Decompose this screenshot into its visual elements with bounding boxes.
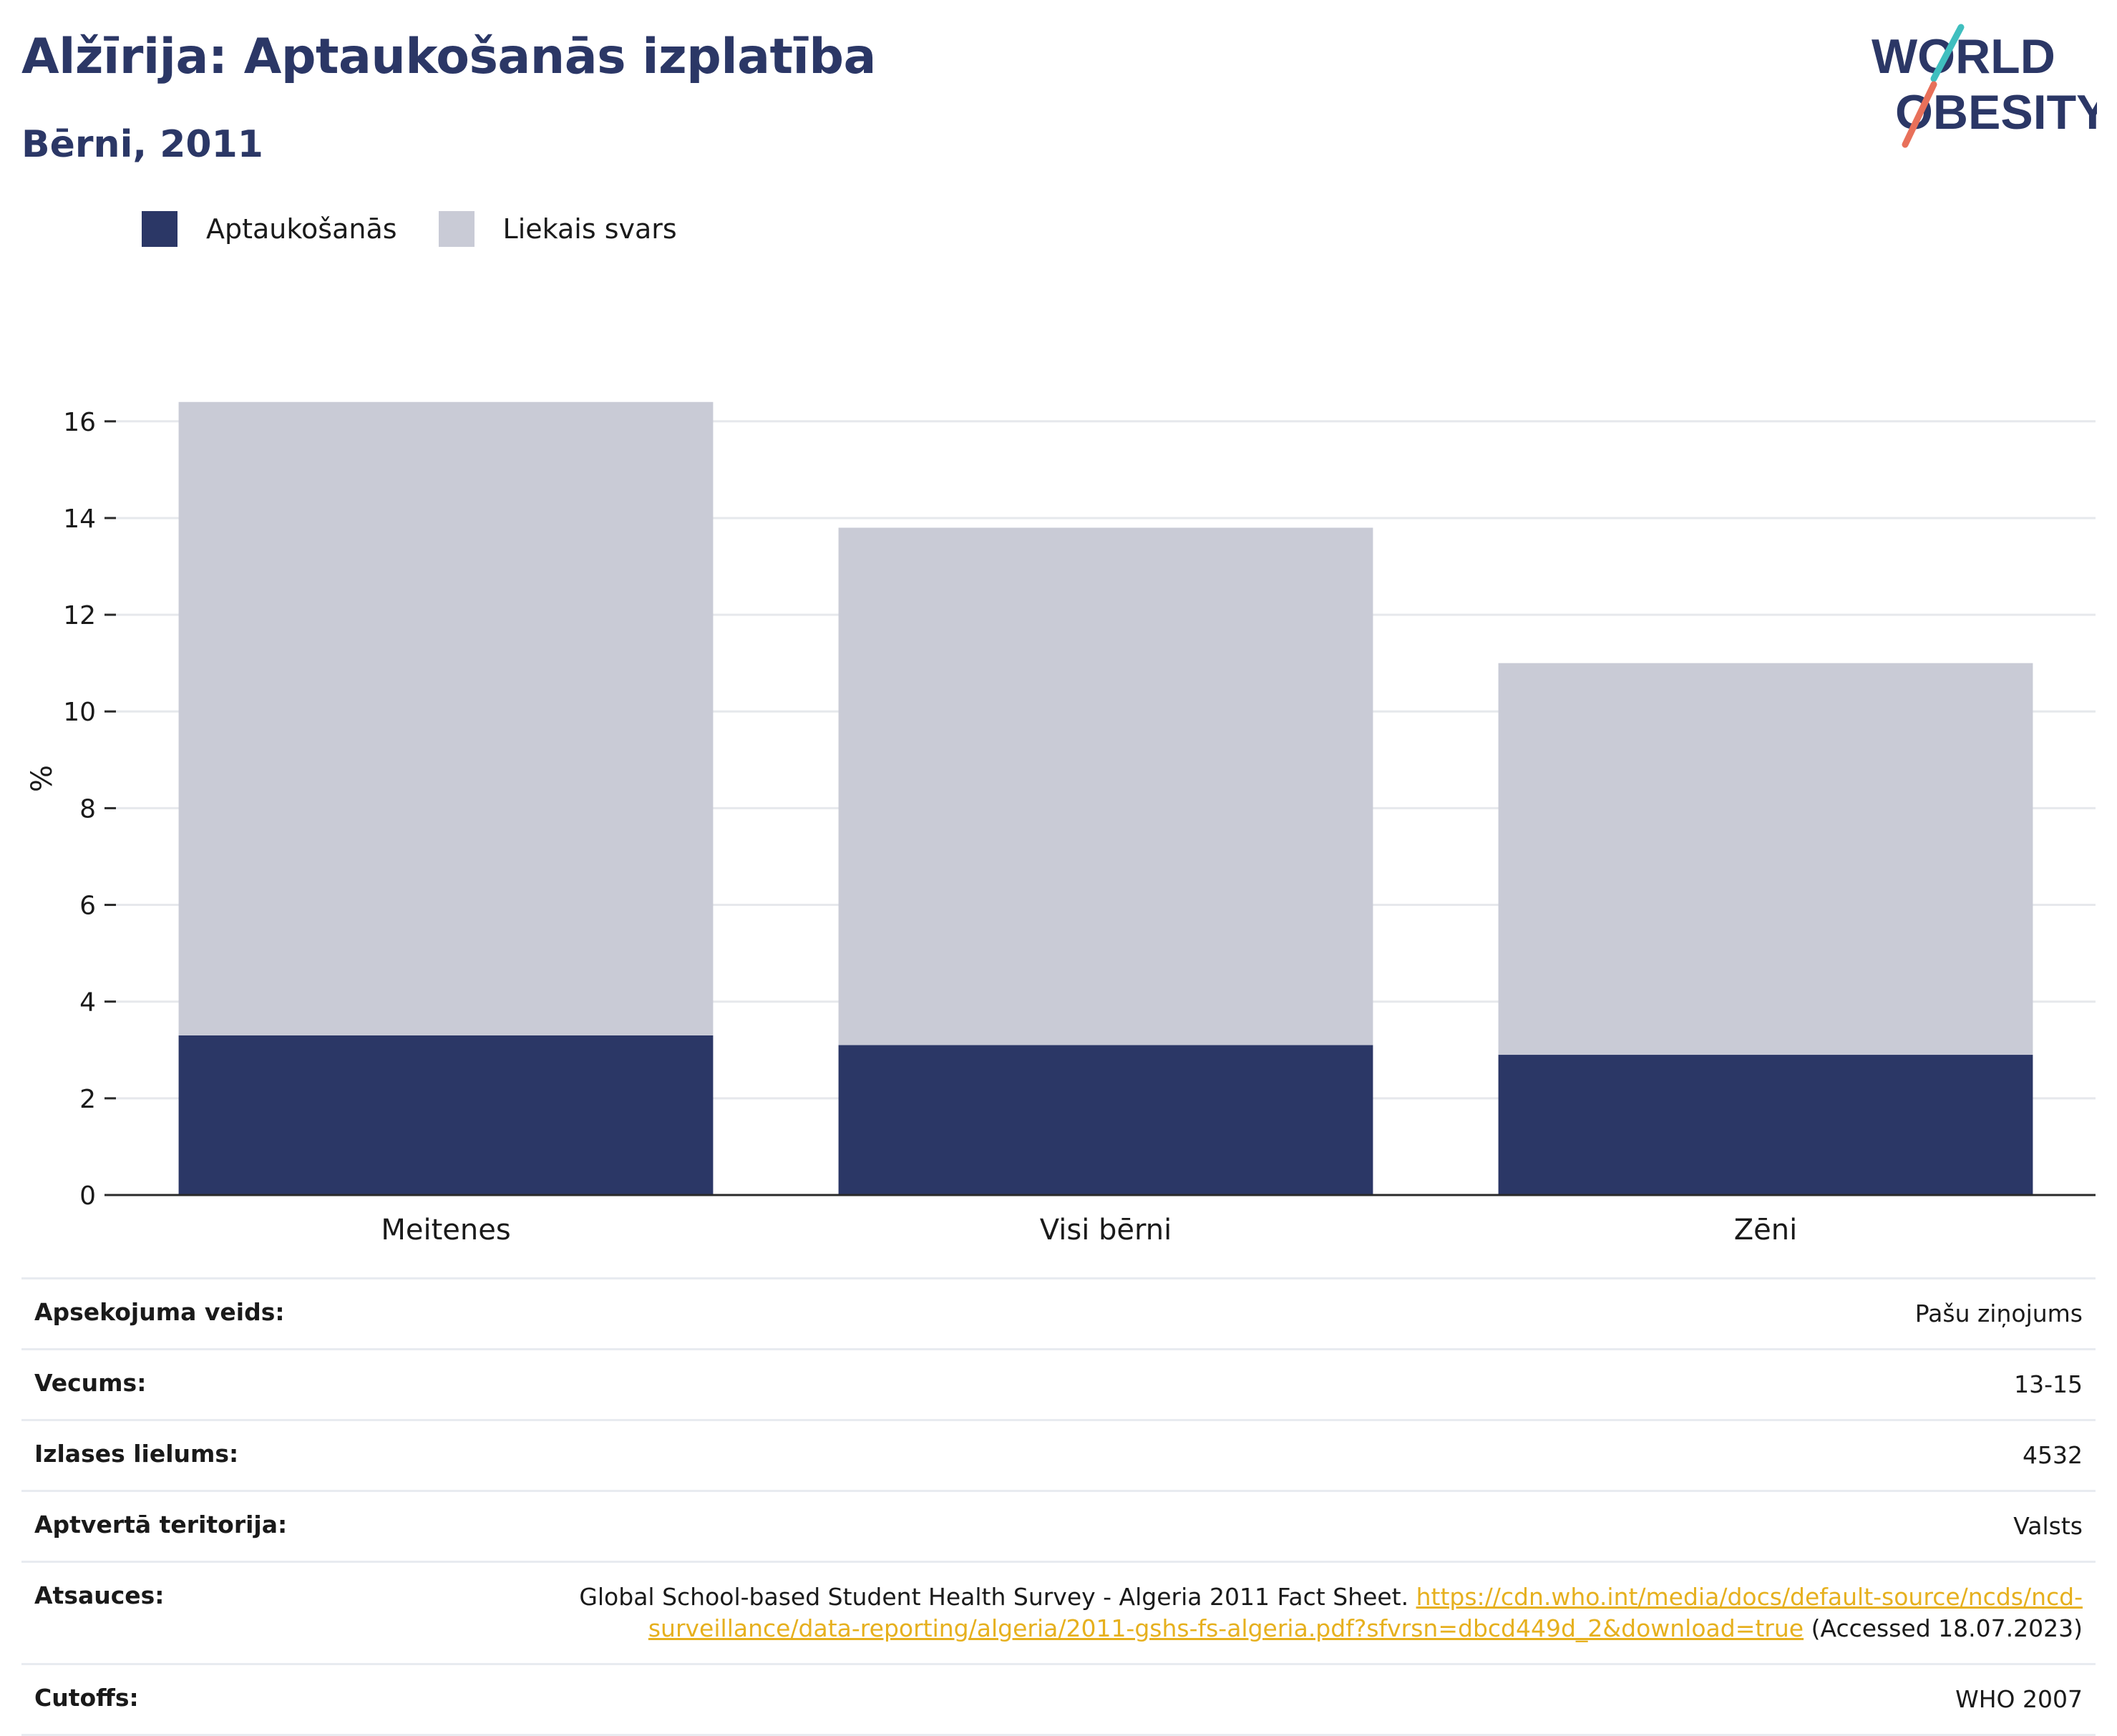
x-category-label: Zēni	[1734, 1214, 1797, 1247]
info-row-cutoffs: Cutoffs: WHO 2007	[21, 1663, 2096, 1736]
bar-liekais-svars-1	[178, 401, 714, 1035]
legend-swatch-obesity	[142, 211, 177, 247]
logo-text-world: WORLD	[1872, 29, 2055, 84]
info-row-sample-size: Izlases lielums: 4532	[21, 1419, 2096, 1490]
bar-aptaukošanās-3	[1498, 1055, 2033, 1195]
y-tick-label: 0	[79, 1181, 96, 1211]
info-row-survey-type: Apsekojuma veids: Pašu ziņojums	[21, 1277, 2096, 1348]
info-key: Izlases lielums:	[34, 1440, 239, 1468]
page-title: Alžīrija: Aptaukošanās izplatība	[21, 29, 876, 85]
info-table: Apsekojuma veids: Pašu ziņojums Vecums: …	[21, 1277, 2096, 1736]
reference-link[interactable]: https://cdn.who.int/media/docs/default-s…	[648, 1583, 2083, 1642]
info-key: Atsauces:	[34, 1581, 165, 1609]
legend-item-overweight: Liekais svars	[438, 211, 677, 247]
y-tick-label: 8	[79, 794, 96, 824]
info-value: 13-15	[2014, 1370, 2083, 1398]
chart-legend: Aptaukošanās Liekais svars	[142, 211, 719, 247]
bar-aptaukošanās-1	[178, 1035, 714, 1195]
info-value: Pašu ziņojums	[1914, 1299, 2083, 1327]
stacked-bar-chart: 0 2 4 6 8 10 12 14 16 Meitenes Visi bērni Zēni %	[26, 401, 2096, 1247]
world-obesity-logo: WORLD OBESITY	[1872, 24, 2097, 148]
legend-swatch-overweight	[438, 211, 474, 247]
info-key: Aptvertā teritorija:	[34, 1511, 288, 1538]
info-row-coverage: Aptvertā teritorija: Valsts	[21, 1490, 2096, 1561]
info-key: Vecums:	[34, 1369, 147, 1397]
y-tick-label: 16	[63, 408, 96, 437]
info-key: Cutoffs:	[34, 1684, 139, 1712]
bars	[116, 401, 2096, 1196]
y-tick-label: 4	[79, 988, 96, 1018]
y-tick-label: 12	[63, 601, 96, 630]
legend-label-obesity: Aptaukošanās	[206, 213, 397, 245]
x-axis-categories: Meitenes Visi bērni Zēni	[381, 1214, 1797, 1247]
y-tick-label: 2	[79, 1085, 96, 1114]
legend-item-obesity: Aptaukošanās	[142, 211, 397, 247]
info-row-age: Vecums: 13-15	[21, 1348, 2096, 1419]
y-tick-label: 6	[79, 892, 96, 921]
info-value: Global School-based Student Health Surve…	[508, 1581, 2083, 1644]
info-row-references: Atsauces: Global School-based Student He…	[21, 1561, 2096, 1663]
reference-text: Global School-based Student Health Surve…	[579, 1583, 1416, 1611]
page-subtitle: Bērni, 2011	[21, 123, 263, 166]
x-category-label: Visi bērni	[1040, 1214, 1172, 1247]
bar-liekais-svars-3	[1498, 663, 2033, 1055]
y-axis-label: %	[26, 765, 59, 792]
reference-accessed: (Accessed 18.07.2023)	[1804, 1614, 2083, 1642]
y-axis-ticks: 0 2 4 6 8 10 12 14 16	[63, 408, 116, 1211]
y-tick-label: 14	[63, 504, 96, 534]
legend-label-overweight: Liekais svars	[502, 213, 677, 245]
y-tick-label: 10	[63, 698, 96, 727]
info-key: Apsekojuma veids:	[34, 1298, 285, 1326]
info-value: Valsts	[2013, 1512, 2083, 1540]
bar-liekais-svars-2	[838, 527, 1373, 1045]
info-value: WHO 2007	[1955, 1685, 2083, 1713]
bar-aptaukošanās-2	[838, 1045, 1373, 1195]
x-category-label: Meitenes	[381, 1214, 510, 1247]
info-value: 4532	[2023, 1441, 2083, 1469]
